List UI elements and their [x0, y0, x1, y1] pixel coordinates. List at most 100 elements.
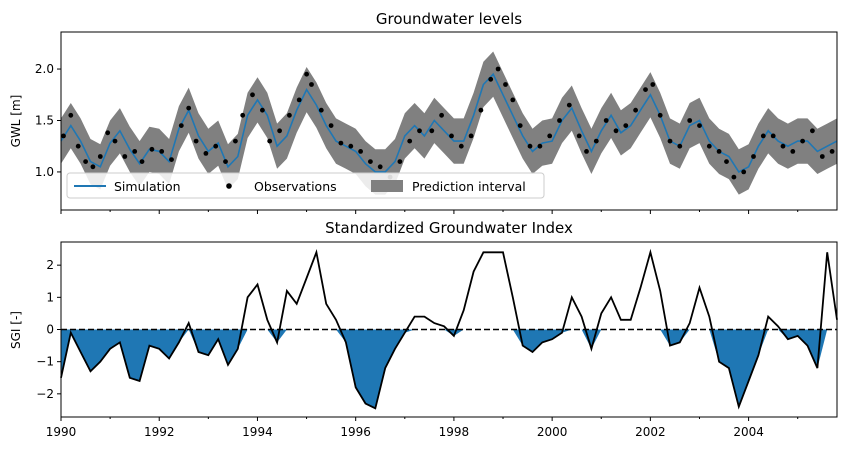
simulation-line [60, 72, 838, 173]
observation-point [576, 133, 582, 139]
x-tick-label: 1992 [144, 425, 175, 439]
observation-point [488, 76, 494, 82]
observation-point [790, 149, 796, 154]
gwl-axes-frame [60, 31, 838, 211]
y-tick-label: 1.5 [35, 113, 54, 127]
legend-simulation-label: Simulation [114, 179, 181, 194]
observation-point [358, 149, 363, 154]
observation-point [613, 128, 619, 134]
observation-point [318, 107, 324, 113]
gwl-panel: Groundwater levels 1.0 1.5 2.0 GWL [m] Sim… [9, 10, 838, 214]
observation-point [90, 164, 96, 170]
observation-point [731, 174, 737, 180]
y-tick-label: 0 [46, 323, 54, 337]
x-tick-label: 2000 [537, 425, 568, 439]
sgi-series-line [60, 248, 838, 410]
observation-point [706, 143, 712, 149]
observation-point [468, 133, 474, 139]
observation-point [407, 138, 413, 144]
observation-point [829, 149, 835, 154]
observation-point [741, 169, 747, 175]
observation-point [309, 82, 314, 87]
observation-point [159, 149, 165, 154]
observation-point [557, 118, 562, 123]
observation-point [547, 133, 553, 139]
observation-point [643, 87, 648, 92]
legend-observations-label: Observations [254, 179, 337, 194]
observation-point [296, 97, 302, 103]
y-tick-label: 2 [46, 258, 54, 272]
observation-point [566, 102, 572, 108]
observation-point [240, 112, 246, 118]
sgi-x-ticks: 1990 1992 1994 1996 1998 2000 2002 2004 [46, 417, 799, 439]
observation-point [495, 66, 501, 72]
observation-point [593, 138, 599, 144]
observation-point [139, 159, 145, 165]
observation-point [810, 128, 815, 134]
observation-point [517, 123, 523, 128]
x-tick-label: 2004 [733, 425, 764, 439]
gwl-ylabel: GWL [m] [9, 95, 23, 148]
sgi-panel: Standardized Groundwater Index −2 −1 0 1 2 1… [9, 219, 838, 439]
observation-point [223, 159, 228, 165]
sgi-y-ticks: −2 −1 0 1 2 [36, 258, 61, 401]
legend-frame [66, 172, 545, 199]
observation-point [68, 112, 74, 118]
observation-point [537, 143, 543, 149]
observation-point [458, 143, 464, 149]
observation-point [819, 154, 825, 159]
gwl-x-ticks [60, 210, 799, 214]
observation-point [338, 140, 344, 146]
gwl-observations [61, 66, 835, 180]
legend-observations-swatch [226, 183, 232, 189]
observation-point [368, 159, 373, 165]
x-tick-label: 1990 [46, 425, 77, 439]
observation-point [328, 123, 334, 128]
y-tick-label: −1 [36, 355, 54, 369]
observation-point [97, 154, 103, 159]
observation-point [657, 112, 663, 118]
sgi-ylabel: SGI [-] [9, 311, 23, 349]
observation-point [603, 118, 609, 123]
observation-point [178, 123, 184, 128]
observation-point [667, 138, 673, 144]
observation-point [770, 133, 776, 139]
gwl-y-ticks: 1.0 1.5 2.0 [35, 62, 61, 179]
observation-point [348, 143, 354, 149]
sgi-axes-frame [60, 241, 838, 418]
gwl-legend: Simulation Observations Prediction inter… [66, 172, 545, 199]
sgi-negative-area [61, 329, 837, 409]
observation-point [503, 82, 508, 87]
observation-point [751, 154, 756, 159]
observation-point [478, 107, 484, 113]
observation-point [213, 143, 219, 149]
observation-point [83, 159, 88, 165]
gwl-simulation-line [60, 72, 838, 173]
observation-point [61, 133, 66, 139]
observation-point [677, 143, 683, 149]
observation-point [650, 82, 656, 87]
observation-point [716, 149, 722, 154]
y-tick-label: 2.0 [35, 62, 54, 76]
x-tick-label: 1998 [439, 425, 470, 439]
observation-point [186, 105, 192, 111]
observation-point [267, 138, 273, 144]
observation-point [429, 128, 435, 134]
prediction-interval-band [61, 51, 837, 195]
observation-point [193, 138, 199, 144]
observation-point [584, 149, 589, 154]
observation-point [527, 143, 533, 149]
observation-point [397, 159, 403, 165]
observation-point [169, 157, 174, 163]
observation-point [132, 149, 138, 154]
observation-point [449, 133, 454, 139]
observation-point [233, 138, 238, 144]
observation-point [623, 123, 629, 128]
observation-point [260, 107, 265, 113]
observation-point [277, 128, 282, 134]
gwl-prediction-interval [61, 51, 837, 195]
x-tick-label: 2002 [635, 425, 666, 439]
observation-point [780, 143, 786, 149]
x-tick-label: 1996 [340, 425, 371, 439]
